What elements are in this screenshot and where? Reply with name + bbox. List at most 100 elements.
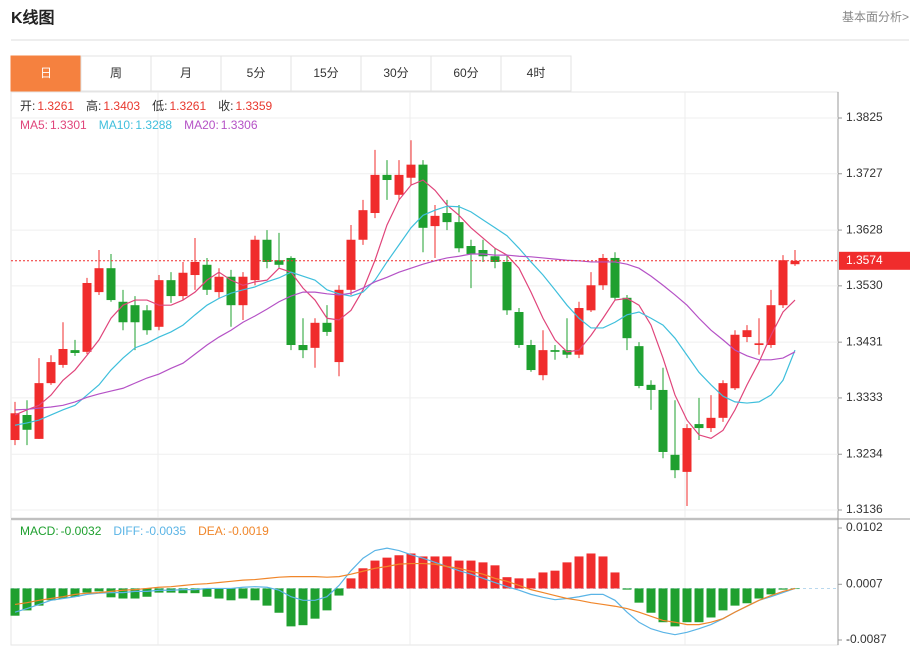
candle-body bbox=[70, 350, 80, 353]
candle-body bbox=[478, 249, 488, 257]
candle-body bbox=[574, 308, 584, 355]
candle-body bbox=[322, 322, 332, 332]
candle-body bbox=[34, 383, 44, 439]
tab-label[interactable]: 30分 bbox=[383, 66, 408, 80]
macd-bar bbox=[178, 588, 188, 594]
macd-bar bbox=[226, 588, 236, 601]
tab-label[interactable]: 15分 bbox=[313, 66, 338, 80]
y-tick-label: 1.3727 bbox=[846, 166, 883, 180]
macd-bar bbox=[298, 588, 308, 626]
legend-value: 1.3403 bbox=[103, 99, 140, 113]
macd-bar bbox=[274, 588, 284, 613]
candle-body bbox=[58, 348, 68, 365]
candle-body bbox=[670, 454, 680, 471]
candle-body bbox=[46, 362, 56, 384]
macd-bar bbox=[406, 553, 416, 589]
candle-body bbox=[118, 301, 128, 323]
indicator-line bbox=[14, 253, 796, 411]
macd-bar bbox=[334, 588, 344, 596]
macd-bar bbox=[322, 588, 332, 611]
tab-bar: 日 周 月 5分 15分 30分 60分 4时 bbox=[10, 55, 572, 92]
y-tick-label: -0.0087 bbox=[846, 632, 887, 646]
tab[interactable] bbox=[360, 55, 432, 92]
tab-label[interactable]: 日 bbox=[40, 66, 52, 80]
macd-bar bbox=[346, 578, 356, 589]
candle-body bbox=[394, 174, 404, 195]
candle-body bbox=[694, 424, 704, 429]
page-title: K线图 bbox=[11, 8, 55, 27]
candle-body bbox=[130, 305, 140, 323]
tab-label[interactable]: 60分 bbox=[453, 66, 478, 80]
candle-body bbox=[790, 260, 800, 265]
candle-body bbox=[430, 215, 440, 227]
tab[interactable] bbox=[150, 55, 222, 92]
macd-bar bbox=[658, 588, 668, 623]
tab[interactable] bbox=[80, 55, 152, 92]
macd-bar bbox=[358, 568, 368, 589]
candle-body bbox=[418, 164, 428, 228]
macd-bar bbox=[286, 588, 296, 627]
macd-bar bbox=[58, 588, 68, 599]
macd-bar bbox=[394, 555, 404, 589]
candle-body bbox=[154, 280, 164, 327]
macd-bar bbox=[130, 588, 140, 599]
candle-body bbox=[502, 261, 512, 311]
legend-label: MA5: bbox=[20, 118, 48, 132]
candle-body bbox=[262, 239, 272, 262]
macd-bar bbox=[622, 588, 632, 590]
candle-body bbox=[646, 384, 656, 390]
candle-body bbox=[82, 282, 92, 352]
candle-body bbox=[10, 413, 20, 441]
y-tick-label: 1.3530 bbox=[846, 278, 883, 292]
analysis-link[interactable]: 基本面分析> bbox=[842, 10, 909, 24]
tab-label[interactable]: 月 bbox=[180, 66, 192, 80]
macd-bar bbox=[610, 572, 620, 589]
macd-bar bbox=[490, 565, 500, 589]
candle-body bbox=[94, 268, 104, 293]
candle-body bbox=[358, 210, 368, 240]
indicator-line bbox=[14, 205, 796, 426]
macd-bar bbox=[526, 578, 536, 589]
candle-body bbox=[778, 260, 788, 306]
candle-body bbox=[142, 310, 152, 331]
legend-label: 开: bbox=[20, 99, 35, 113]
macd-bar bbox=[538, 572, 548, 589]
y-tick-label: 1.3628 bbox=[846, 222, 883, 236]
macd-bar bbox=[682, 588, 692, 623]
macd-bar bbox=[82, 588, 92, 593]
macd-bar bbox=[442, 556, 452, 589]
tab-label[interactable]: 5分 bbox=[247, 66, 266, 80]
candle-body bbox=[346, 239, 356, 290]
candle-body bbox=[766, 305, 776, 346]
macd-bar bbox=[310, 588, 320, 619]
macd-bar bbox=[370, 560, 380, 589]
last-price-tag bbox=[839, 251, 910, 270]
candle-body bbox=[466, 246, 476, 254]
tab-label[interactable]: 4时 bbox=[527, 66, 546, 80]
candle-body bbox=[622, 297, 632, 339]
tab-label[interactable]: 周 bbox=[110, 66, 122, 80]
candle-body bbox=[706, 417, 716, 429]
candle-body bbox=[274, 260, 284, 265]
macd-bar bbox=[514, 578, 524, 589]
macd-bar bbox=[250, 588, 260, 601]
candle-body bbox=[166, 280, 176, 297]
macd-bar bbox=[142, 588, 152, 597]
legend-value: -0.0032 bbox=[61, 524, 102, 538]
candle-body bbox=[214, 276, 224, 293]
macd-bar bbox=[706, 588, 716, 618]
macd-bar bbox=[586, 553, 596, 589]
tab[interactable] bbox=[500, 55, 572, 92]
candle-body bbox=[298, 345, 308, 351]
y-tick-label: 1.3136 bbox=[846, 502, 883, 516]
candle-body bbox=[178, 272, 188, 297]
macd-bar bbox=[214, 588, 224, 599]
candle-body bbox=[106, 268, 116, 301]
y-tick-label: 1.3333 bbox=[846, 390, 883, 404]
y-tick-label: 1.3234 bbox=[846, 446, 883, 460]
indicator-line bbox=[14, 547, 796, 636]
y-tick-label: 0.0102 bbox=[846, 520, 883, 534]
legend-value: 1.3261 bbox=[37, 99, 74, 113]
macd-bar bbox=[262, 588, 272, 606]
